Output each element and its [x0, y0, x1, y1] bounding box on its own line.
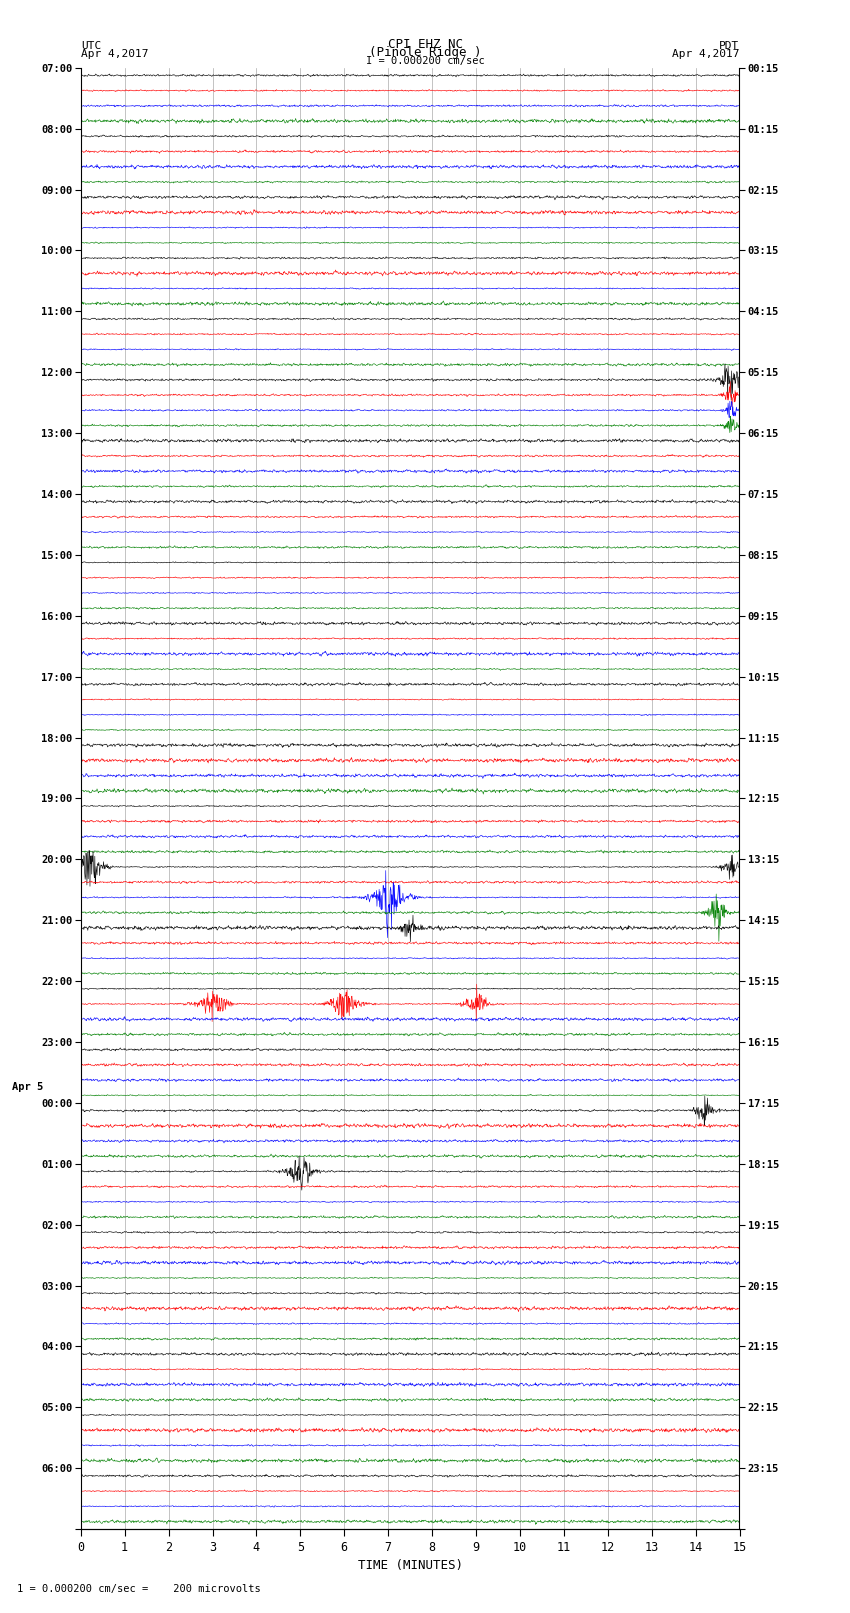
Text: Apr 4,2017: Apr 4,2017 [81, 48, 148, 58]
Text: Apr 4,2017: Apr 4,2017 [672, 48, 740, 58]
Text: I = 0.000200 cm/sec: I = 0.000200 cm/sec [366, 56, 484, 66]
Text: PDT: PDT [719, 40, 740, 50]
X-axis label: TIME (MINUTES): TIME (MINUTES) [358, 1560, 462, 1573]
Text: Apr 5: Apr 5 [13, 1082, 43, 1092]
Text: 1 = 0.000200 cm/sec =    200 microvolts: 1 = 0.000200 cm/sec = 200 microvolts [17, 1584, 261, 1594]
Text: UTC: UTC [81, 40, 101, 50]
Text: CPI EHZ NC: CPI EHZ NC [388, 37, 462, 50]
Text: (Pinole Ridge ): (Pinole Ridge ) [369, 45, 481, 58]
